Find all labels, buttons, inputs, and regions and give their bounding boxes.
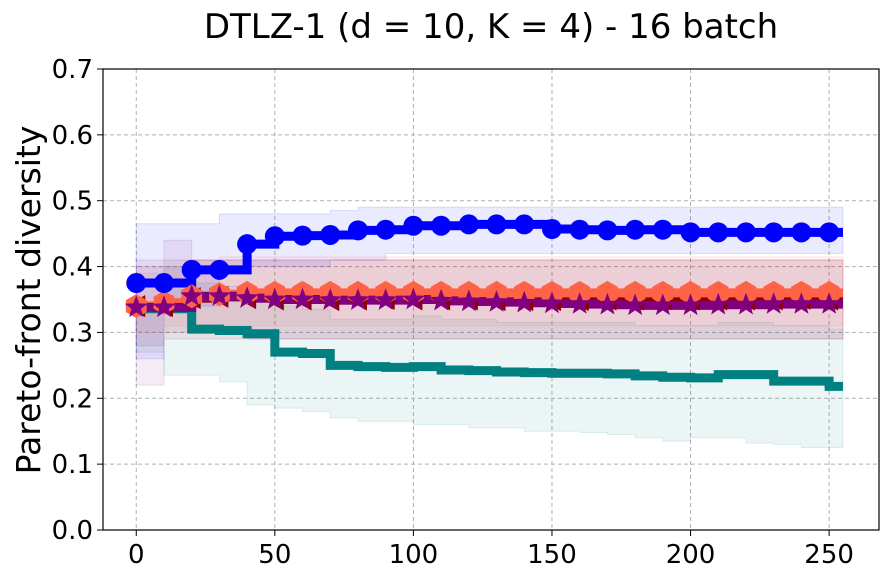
- y-tick-label: 0.0: [52, 516, 93, 546]
- data-point-purple: [429, 288, 453, 311]
- data-point-tomato: [624, 280, 646, 305]
- data-point-blue: [625, 219, 646, 240]
- y-axis-label: Pareto-front diversity: [9, 126, 48, 475]
- data-point-blue: [347, 220, 368, 241]
- tick-layer: 0 50 100 150 200 250 0.0 0.1 0.2 0.3 0.4 0.5 0.6 0.7: [52, 55, 854, 570]
- data-point-blue: [652, 219, 673, 240]
- data-point-blue: [209, 259, 230, 280]
- data-point-purple: [540, 291, 564, 314]
- data-point-purple: [651, 293, 675, 316]
- data-point-purple: [706, 292, 730, 315]
- series-band-blue: [135, 206, 844, 360]
- chart-title: DTLZ-1 (d = 10, K = 4) - 16 batch: [204, 7, 778, 47]
- data-point-blue: [514, 214, 535, 235]
- data-point-purple: [512, 290, 536, 313]
- data-point-blue: [264, 226, 285, 247]
- x-tick-label: 150: [527, 540, 577, 570]
- data-point-purple: [762, 292, 786, 314]
- plot-frame: [102, 68, 880, 531]
- data-point-blue: [292, 225, 313, 246]
- x-tick-label: 50: [258, 540, 291, 570]
- data-point-purple: [457, 289, 481, 312]
- y-tick-label: 0.1: [52, 450, 93, 480]
- y-tick-label: 0.5: [52, 187, 93, 217]
- data-point-blue: [237, 234, 258, 255]
- data-point-purple: [679, 293, 702, 316]
- data-point-blue: [569, 219, 590, 240]
- marker-layer: [124, 214, 841, 319]
- data-point-purple: [817, 292, 841, 314]
- data-point-blue: [680, 222, 701, 243]
- data-point-purple: [180, 284, 204, 306]
- data-point-blue: [153, 273, 174, 294]
- data-point-blue: [431, 215, 452, 236]
- data-point-purple: [124, 295, 148, 318]
- x-tick-label: 250: [804, 540, 854, 570]
- data-point-purple: [734, 292, 758, 315]
- data-point-blue: [708, 222, 729, 243]
- data-point-blue: [181, 259, 202, 280]
- data-point-tomato: [680, 280, 701, 305]
- data-point-purple: [790, 292, 813, 314]
- y-tick-label: 0.7: [52, 55, 93, 85]
- y-tick-label: 0.2: [52, 384, 93, 414]
- data-point-purple: [374, 288, 398, 310]
- data-point-blue: [126, 273, 147, 294]
- y-tick-label: 0.4: [52, 253, 93, 283]
- data-point-tomato: [707, 280, 729, 305]
- data-point-purple: [263, 287, 287, 310]
- data-point-tomato: [652, 280, 674, 305]
- data-point-blue: [819, 222, 840, 243]
- data-point-purple: [623, 293, 647, 316]
- data-point-purple: [346, 288, 370, 310]
- data-point-blue: [403, 215, 424, 236]
- series-band-teal: [135, 266, 844, 449]
- data-point-blue: [541, 219, 562, 240]
- data-point-purple: [402, 287, 425, 310]
- data-point-blue: [597, 220, 618, 241]
- data-point-purple: [596, 292, 619, 315]
- y-tick-label: 0.3: [52, 318, 93, 348]
- data-point-blue: [320, 224, 341, 245]
- data-point-purple: [568, 292, 592, 314]
- x-tick-label: 200: [666, 540, 716, 570]
- data-point-purple: [318, 288, 342, 310]
- data-point-purple: [485, 290, 508, 312]
- series-line-teal: [136, 304, 843, 391]
- data-point-purple: [208, 284, 231, 306]
- y-tick-label: 0.6: [52, 121, 93, 151]
- data-point-purple: [235, 286, 259, 308]
- data-point-blue: [791, 222, 812, 243]
- data-point-blue: [458, 214, 479, 235]
- data-point-blue: [486, 214, 507, 235]
- data-point-blue: [763, 222, 784, 243]
- data-point-blue: [375, 219, 396, 240]
- series-band-purple: [135, 239, 844, 386]
- x-tick-label: 0: [128, 540, 145, 570]
- data-point-blue: [735, 222, 756, 243]
- x-tick-label: 100: [389, 540, 439, 570]
- data-point-purple: [152, 295, 176, 318]
- data-point-purple: [291, 287, 314, 310]
